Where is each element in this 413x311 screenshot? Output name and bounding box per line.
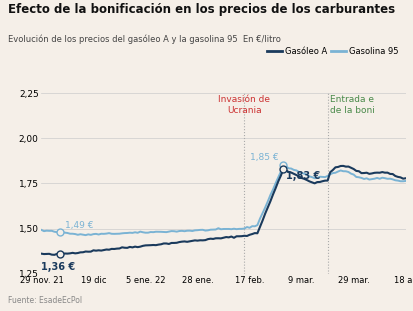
Text: Efecto de la bonificación en los precios de los carburantes: Efecto de la bonificación en los precios… xyxy=(8,3,394,16)
Text: Entrada e
de la boni: Entrada e de la boni xyxy=(330,95,374,115)
Text: Fuente: EsadeEcPol: Fuente: EsadeEcPol xyxy=(8,296,82,305)
Text: 1,83 €: 1,83 € xyxy=(285,171,320,181)
Text: Evolución de los precios del gasóleo A y la gasolina 95  En €/litro: Evolución de los precios del gasóleo A y… xyxy=(8,34,280,44)
Legend: Gasóleo A, Gasolina 95: Gasóleo A, Gasolina 95 xyxy=(263,43,401,59)
Text: Invasión de
Ucrania: Invasión de Ucrania xyxy=(218,95,270,115)
Text: 1,36 €: 1,36 € xyxy=(41,262,75,272)
Text: 1,85 €: 1,85 € xyxy=(249,153,278,162)
Text: 1,49 €: 1,49 € xyxy=(65,221,93,230)
